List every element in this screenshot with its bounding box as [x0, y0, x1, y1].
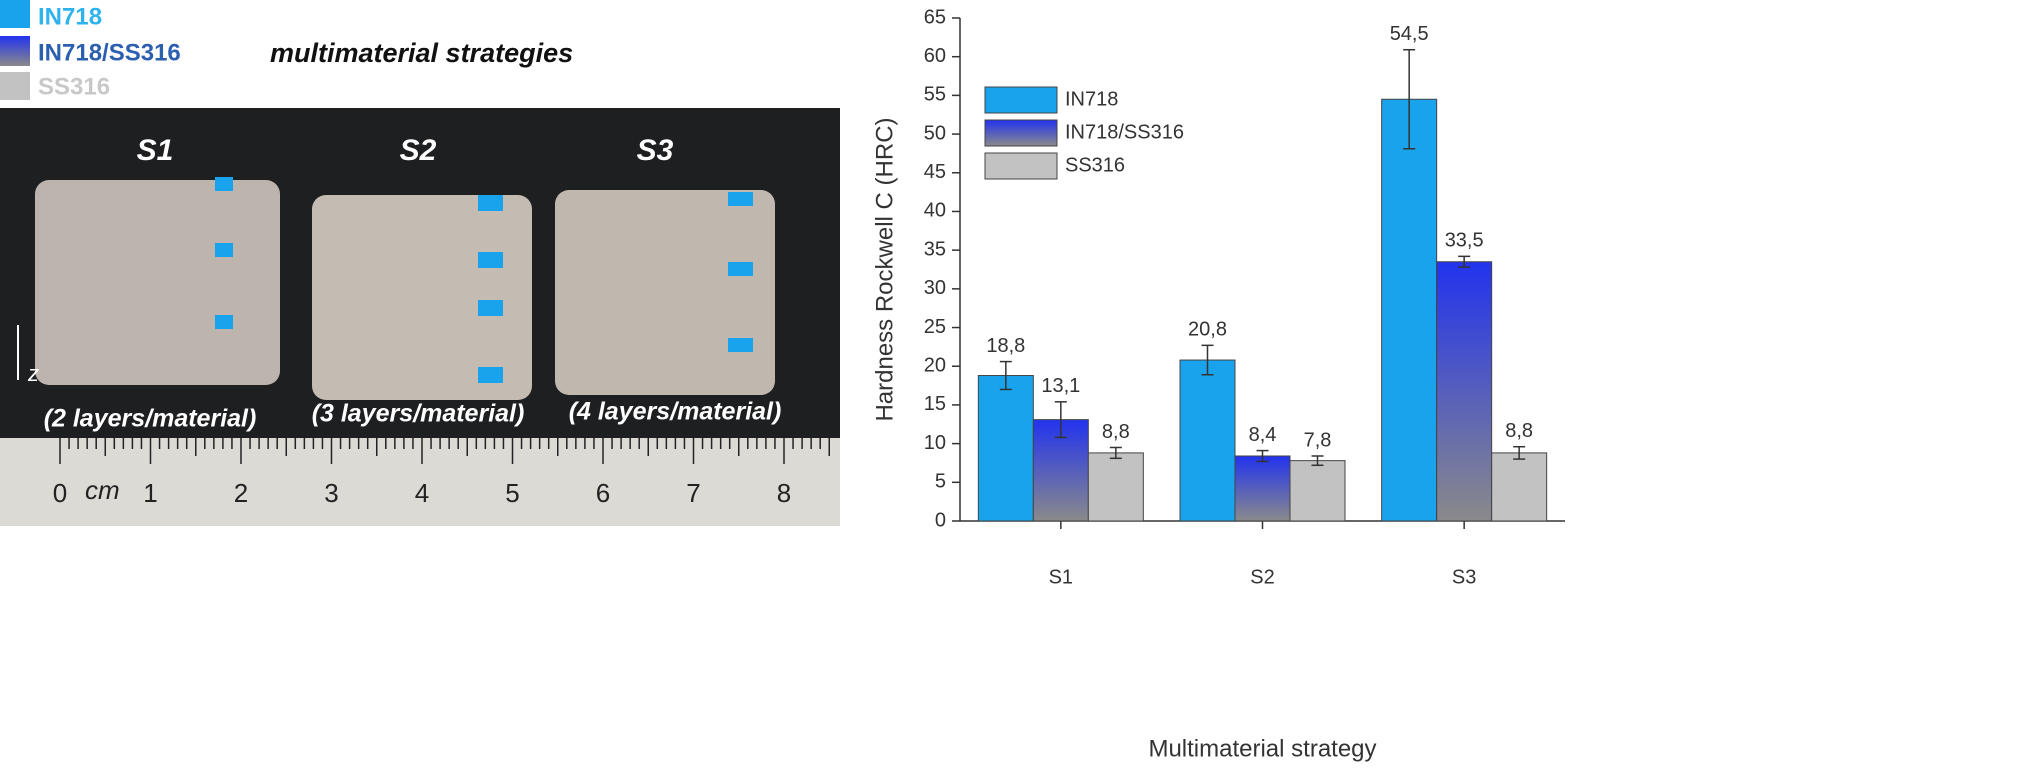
sample-block	[555, 190, 775, 395]
legend-swatch	[0, 0, 30, 28]
bar-chart: 0 5 10 15 20 25 30 35 40 45 50 55 60 65 Hardness Rockw…	[871, 6, 1565, 762]
sample-block	[35, 180, 280, 385]
y-tick-label: 45	[924, 161, 946, 183]
bar	[977, 375, 1034, 522]
y-tick-label: 0	[935, 509, 946, 531]
sample-note: (3 layers/material)	[312, 400, 525, 428]
z-label: z	[27, 361, 39, 386]
y-tick-label: 5	[935, 471, 946, 493]
bar	[1087, 452, 1144, 522]
bar	[1289, 460, 1346, 522]
y-tick-label: 55	[924, 84, 946, 106]
ruler-number: 3	[324, 478, 338, 508]
sample-note: (2 layers/material)	[44, 405, 257, 433]
bar	[1491, 452, 1548, 522]
y-tick-label: 50	[924, 122, 946, 144]
ruler-number: 5	[505, 478, 519, 508]
ruler-number: 0	[53, 478, 67, 508]
y-tick-label: 10	[924, 432, 946, 454]
marker-group	[215, 177, 753, 383]
legend-swatch	[0, 72, 30, 100]
legend-label: SS316	[38, 73, 110, 100]
ruler-number: 6	[596, 478, 610, 508]
value-label: 54,5	[1390, 23, 1429, 45]
ruler	[0, 438, 840, 526]
ruler-number: 2	[234, 478, 248, 508]
value-label: 8,8	[1102, 421, 1130, 443]
legend-label: IN718	[38, 3, 102, 30]
caption: multimaterial strategies	[270, 38, 573, 68]
y-tick-label: 40	[924, 200, 946, 222]
y-axis-label: Hardness Rockwell C (HRC)	[871, 117, 898, 421]
x-axis-label: Multimaterial strategy	[1148, 735, 1376, 762]
bar	[1381, 98, 1438, 522]
bar	[1436, 261, 1493, 522]
legend-label: IN718/SS316	[1065, 121, 1184, 143]
ruler-number: 4	[415, 478, 429, 508]
sample-label: S2	[400, 134, 437, 167]
legend-label: SS316	[1065, 154, 1125, 176]
value-label: 18,8	[986, 335, 1025, 357]
value-label: 8,4	[1249, 424, 1277, 446]
photo-panel: IN718 IN718/SS316 SS316 multimaterial st…	[0, 0, 840, 526]
y-tick-label: 35	[924, 238, 946, 260]
value-label: 33,5	[1445, 230, 1484, 252]
value-label: 20,8	[1188, 319, 1227, 341]
bar	[1234, 455, 1291, 522]
ruler-number: 1	[143, 478, 157, 508]
value-label: 8,8	[1505, 420, 1533, 442]
x-tick-label: S2	[1250, 566, 1274, 588]
legend-label: IN718/SS316	[38, 39, 181, 66]
value-label: 7,8	[1304, 429, 1332, 451]
ruler-unit: cm	[85, 475, 120, 505]
x-tick-label: S3	[1452, 566, 1476, 588]
y-tick-label: 65	[924, 6, 946, 28]
y-tick-label: 25	[924, 316, 946, 338]
ruler-number: 7	[686, 478, 700, 508]
y-tick-label: 20	[924, 355, 946, 377]
sample-label: S3	[637, 134, 674, 167]
legend-swatch	[984, 86, 1058, 114]
sample-block	[312, 195, 532, 400]
legend-swatch	[0, 36, 30, 66]
y-tick-label: 15	[924, 393, 946, 415]
legend-swatch	[984, 119, 1058, 147]
value-label: 13,1	[1041, 375, 1080, 397]
sample-label: S1	[137, 134, 174, 167]
legend-swatch	[984, 152, 1058, 180]
ruler-number: 8	[777, 478, 791, 508]
legend-label: IN718	[1065, 88, 1118, 110]
bar	[1179, 359, 1236, 522]
sample-note: (4 layers/material)	[569, 398, 782, 426]
y-tick-label: 60	[924, 45, 946, 67]
y-tick-label: 30	[924, 277, 946, 299]
x-tick-label: S1	[1049, 566, 1073, 588]
